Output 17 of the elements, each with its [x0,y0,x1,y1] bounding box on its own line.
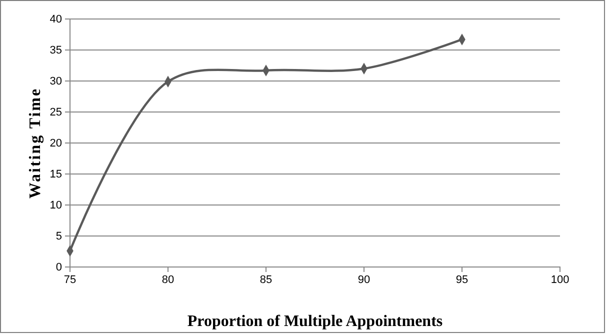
y-tick-label: 40 [50,14,62,26]
y-axis-title: Waiting Time [27,87,44,199]
y-tick-label: 15 [50,168,62,181]
x-tick-label: 80 [162,274,174,286]
y-tick-label: 30 [50,76,62,88]
y-tick-label: 35 [50,44,62,57]
x-tick-label: 85 [260,274,272,286]
y-tick-label: 20 [50,138,62,150]
x-tick-label: 95 [456,274,468,286]
x-tick-label: 75 [64,274,76,286]
y-tick-label: 10 [50,200,62,212]
y-tick-label: 25 [50,106,62,119]
x-tick-label: 100 [550,274,570,286]
x-axis-title: Proportion of Multiple Appointments [187,313,443,330]
y-tick-label: 0 [56,262,62,274]
y-tick-label: 5 [56,230,62,243]
x-tick-label: 90 [358,274,370,286]
